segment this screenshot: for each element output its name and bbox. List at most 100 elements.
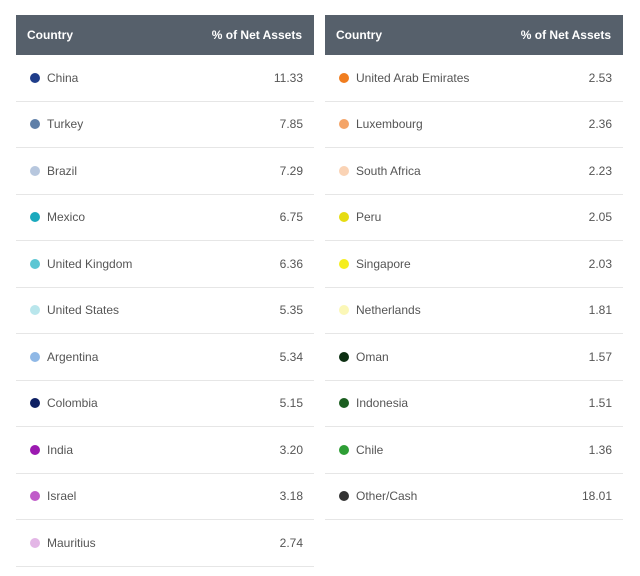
net-assets-column-header[interactable]: % of Net Assets bbox=[520, 28, 611, 42]
net-assets-value: 6.75 bbox=[279, 210, 303, 225]
legend-dot-icon bbox=[30, 491, 40, 502]
legend-dot-icon bbox=[30, 444, 40, 455]
legend-dot-icon bbox=[30, 258, 40, 269]
country-name: Luxembourg bbox=[356, 117, 423, 132]
net-assets-value: 2.03 bbox=[588, 256, 612, 271]
legend-dot-icon bbox=[339, 351, 349, 362]
table-row: Mauritius 2.74 bbox=[16, 520, 314, 567]
net-assets-value: 5.15 bbox=[279, 396, 303, 411]
table-row: South Africa 2.23 bbox=[325, 148, 623, 195]
country-cell: Singapore bbox=[339, 257, 411, 271]
country-cell: Indonesia bbox=[339, 396, 408, 410]
legend-dot-icon bbox=[339, 444, 349, 455]
country-name: Singapore bbox=[356, 256, 411, 271]
net-assets-value: 2.23 bbox=[588, 163, 612, 178]
table-row: Peru 2.05 bbox=[325, 195, 623, 241]
country-cell: South Africa bbox=[339, 164, 421, 178]
country-cell: Argentina bbox=[30, 350, 98, 364]
country-cell: Israel bbox=[30, 489, 76, 503]
country-name: Argentina bbox=[47, 349, 99, 364]
legend-dot-icon bbox=[339, 119, 349, 130]
legend-dot-icon bbox=[339, 491, 349, 502]
country-cell: China bbox=[30, 71, 78, 85]
net-assets-value: 3.18 bbox=[279, 489, 303, 504]
table-row: Argentina 5.34 bbox=[16, 334, 314, 381]
country-cell: Other/Cash bbox=[339, 489, 417, 503]
country-cell: Chile bbox=[339, 443, 383, 457]
net-assets-value: 2.05 bbox=[588, 210, 612, 225]
net-assets-column-header[interactable]: % of Net Assets bbox=[211, 28, 302, 42]
country-name: Brazil bbox=[47, 163, 78, 178]
country-cell: Peru bbox=[339, 210, 381, 224]
country-name: Peru bbox=[356, 210, 382, 225]
net-assets-value: 1.81 bbox=[588, 303, 612, 318]
table-row: Luxembourg 2.36 bbox=[325, 102, 623, 148]
net-assets-value: 2.74 bbox=[279, 535, 303, 550]
country-cell: Oman bbox=[339, 350, 389, 364]
country-cell: United Arab Emirates bbox=[339, 71, 469, 85]
country-name: Netherlands bbox=[356, 303, 421, 318]
net-assets-value: 2.53 bbox=[588, 70, 612, 85]
table-row: China 11.33 bbox=[16, 55, 314, 102]
legend-dot-icon bbox=[30, 351, 40, 362]
table-row: Netherlands 1.81 bbox=[325, 288, 623, 334]
legend-dot-icon bbox=[30, 398, 40, 409]
net-assets-value: 7.85 bbox=[279, 117, 303, 132]
country-cell: Netherlands bbox=[339, 303, 421, 317]
table-row: Chile 1.36 bbox=[325, 427, 623, 474]
table-row: Other/Cash 18.01 bbox=[325, 474, 623, 520]
legend-dot-icon bbox=[30, 305, 40, 316]
country-cell: Mexico bbox=[30, 210, 85, 224]
country-name: India bbox=[47, 442, 74, 457]
country-name: China bbox=[47, 70, 79, 85]
table-row: Mexico 6.75 bbox=[16, 195, 314, 241]
net-assets-value: 18.01 bbox=[581, 489, 612, 504]
legend-dot-icon bbox=[339, 212, 349, 223]
table-row: Colombia 5.15 bbox=[16, 381, 314, 427]
country-name: Oman bbox=[356, 349, 389, 364]
table-header: Country % of Net Assets bbox=[16, 15, 314, 55]
country-name: Chile bbox=[356, 442, 384, 457]
holdings-table-right: Country % of Net Assets United Arab Emir… bbox=[325, 15, 623, 520]
table-row: United Arab Emirates 2.53 bbox=[325, 55, 623, 102]
net-assets-value: 5.35 bbox=[279, 303, 303, 318]
legend-dot-icon bbox=[339, 165, 349, 176]
country-cell: Mauritius bbox=[30, 536, 96, 550]
table-row: Oman 1.57 bbox=[325, 334, 623, 381]
net-assets-value: 11.33 bbox=[273, 70, 303, 85]
country-name: Colombia bbox=[47, 396, 98, 411]
country-cell: United Kingdom bbox=[30, 257, 132, 271]
table-header: Country % of Net Assets bbox=[325, 15, 623, 55]
country-name: United Arab Emirates bbox=[356, 70, 470, 85]
country-column-header[interactable]: Country bbox=[27, 28, 73, 42]
net-assets-value: 2.36 bbox=[588, 117, 612, 132]
country-name: Mexico bbox=[47, 210, 86, 225]
net-assets-value: 7.29 bbox=[279, 163, 303, 178]
net-assets-value: 6.36 bbox=[279, 256, 303, 271]
country-name: Other/Cash bbox=[356, 489, 418, 504]
legend-dot-icon bbox=[30, 165, 40, 176]
country-cell: United States bbox=[30, 303, 119, 317]
holdings-table-left: Country % of Net Assets China 11.33 Turkey… bbox=[16, 15, 314, 567]
net-assets-value: 1.57 bbox=[588, 349, 612, 364]
country-name: Israel bbox=[47, 489, 77, 504]
country-name: South Africa bbox=[356, 163, 421, 178]
table-row: Indonesia 1.51 bbox=[325, 381, 623, 427]
legend-dot-icon bbox=[339, 305, 349, 316]
net-assets-value: 1.51 bbox=[588, 396, 612, 411]
table-row: United Kingdom 6.36 bbox=[16, 241, 314, 288]
table-body: United Arab Emirates 2.53 Luxembourg 2.36 So… bbox=[325, 55, 623, 520]
legend-dot-icon bbox=[339, 398, 349, 409]
country-name: United States bbox=[47, 303, 120, 318]
table-row: United States 5.35 bbox=[16, 288, 314, 334]
table-row: Turkey 7.85 bbox=[16, 102, 314, 148]
legend-dot-icon bbox=[30, 212, 40, 223]
country-cell: Brazil bbox=[30, 164, 77, 178]
net-assets-value: 3.20 bbox=[279, 442, 303, 457]
legend-dot-icon bbox=[30, 119, 40, 130]
country-column-header[interactable]: Country bbox=[336, 28, 382, 42]
table-row: Singapore 2.03 bbox=[325, 241, 623, 288]
net-assets-value: 5.34 bbox=[279, 349, 303, 364]
country-name: Turkey bbox=[47, 117, 84, 132]
country-name: United Kingdom bbox=[47, 256, 133, 271]
